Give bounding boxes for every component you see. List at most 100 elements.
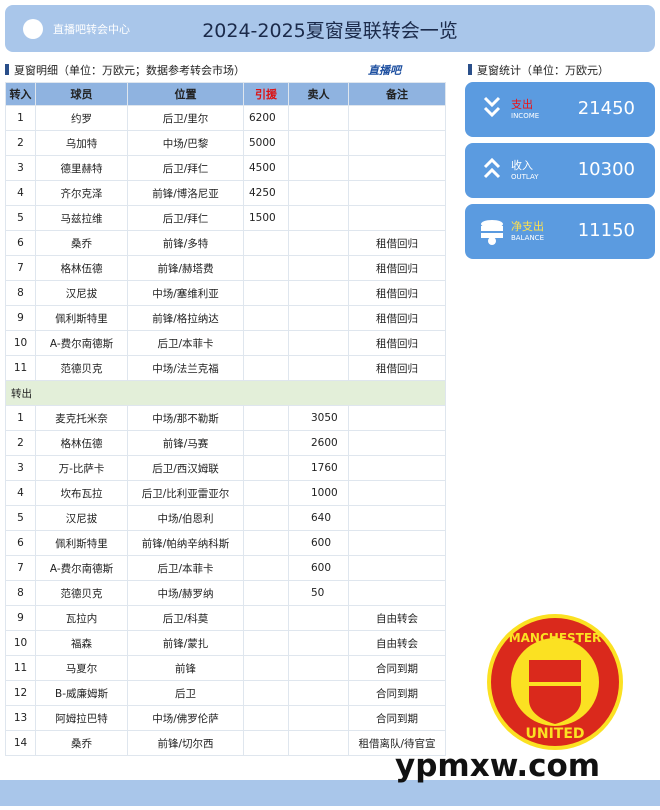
- cell: 2: [5, 430, 36, 456]
- empty-cell: [243, 655, 289, 681]
- cell: 后卫/比利亚雷亚尔: [127, 480, 244, 506]
- cell: 租借回归: [348, 280, 446, 306]
- table-row: 6 佩利斯特里 前锋/帕纳辛纳科斯 600: [5, 530, 446, 556]
- empty-cell: [348, 580, 446, 606]
- empty-cell: [348, 105, 446, 131]
- cell: 阿姆拉巴特: [35, 705, 128, 731]
- cell: 合同到期: [348, 705, 446, 731]
- stat-card: 净支出 BALANCE 11150: [465, 204, 655, 259]
- empty-cell: [348, 480, 446, 506]
- cell: 5000: [243, 130, 289, 156]
- cell: 9: [5, 605, 36, 631]
- empty-cell: [288, 105, 349, 131]
- cell: 7: [5, 555, 36, 581]
- empty-cell: [288, 680, 349, 706]
- empty-cell: [288, 605, 349, 631]
- cell: 自由转会: [348, 605, 446, 631]
- table-row: 5 马兹拉维 后卫/拜仁 1500: [5, 205, 446, 231]
- card-value: 11150: [577, 220, 635, 241]
- empty-cell: [243, 730, 289, 756]
- empty-cell: [348, 205, 446, 231]
- cell: 中场/法兰克福: [127, 355, 244, 381]
- logo-text: 直播吧转会中心: [53, 23, 130, 36]
- empty-cell: [243, 280, 289, 306]
- cell: 10: [5, 630, 36, 656]
- cell: 后卫/拜仁: [127, 205, 244, 231]
- empty-cell: [348, 505, 446, 531]
- cell: 6: [5, 230, 36, 256]
- cell: 马兹拉维: [35, 205, 128, 231]
- card-value: 10300: [577, 159, 635, 180]
- stat-card: 收入 OUTLAY 10300: [465, 143, 655, 198]
- cell: 租借离队/待官宣: [348, 730, 446, 756]
- transfer-table: 转入 球员 位置 引援 卖人 备注 1 约罗 后卫/里尔 6200 2 乌加特 中场/巴黎 5000 3 德…: [5, 82, 446, 756]
- empty-cell: [288, 180, 349, 206]
- table-row: 4 坎布瓦拉 后卫/比利亚雷亚尔 1000: [5, 480, 446, 506]
- card-icon: [483, 157, 501, 179]
- card-sub: BALANCE: [511, 234, 544, 242]
- empty-cell: [243, 430, 289, 456]
- cell: 汉尼拔: [35, 280, 128, 306]
- column-header: 备注: [348, 82, 446, 106]
- cell: 桑乔: [35, 230, 128, 256]
- cell: A-费尔南德斯: [35, 555, 128, 581]
- table-row: 1 约罗 后卫/里尔 6200: [5, 105, 446, 131]
- cell: 600: [288, 555, 349, 581]
- cell: 中场/佛罗伦萨: [127, 705, 244, 731]
- empty-cell: [288, 705, 349, 731]
- table-row: 10 福森 前锋/蒙扎 自由转会: [5, 630, 446, 656]
- empty-cell: [243, 305, 289, 331]
- cell: 2600: [288, 430, 349, 456]
- cell: 前锋/帕纳辛纳科斯: [127, 530, 244, 556]
- cell: 后卫/西汉姆联: [127, 455, 244, 481]
- card-value: 21450: [577, 98, 635, 119]
- empty-cell: [288, 255, 349, 281]
- empty-cell: [288, 630, 349, 656]
- table-row: 2 格林伍德 前锋/马赛 2600: [5, 430, 446, 456]
- table-row: 2 乌加特 中场/巴黎 5000: [5, 130, 446, 156]
- cell: 8: [5, 580, 36, 606]
- cell: 自由转会: [348, 630, 446, 656]
- empty-cell: [243, 630, 289, 656]
- footer-bar: [0, 780, 660, 806]
- cell: 范德贝克: [35, 580, 128, 606]
- empty-cell: [288, 230, 349, 256]
- cell: 4: [5, 180, 36, 206]
- cell: 6200: [243, 105, 289, 131]
- cell: 3050: [288, 405, 349, 431]
- cell: 前锋/马赛: [127, 430, 244, 456]
- table-row: 7 A-费尔南德斯 后卫/本菲卡 600: [5, 555, 446, 581]
- cell: 5: [5, 205, 36, 231]
- column-header: 转入: [5, 82, 36, 106]
- cell: 前锋/多特: [127, 230, 244, 256]
- cell: 5: [5, 505, 36, 531]
- crest-top-text: MANCHESTER: [509, 631, 602, 645]
- cell: 前锋/切尔西: [127, 730, 244, 756]
- empty-cell: [348, 530, 446, 556]
- cell: 格林伍德: [35, 430, 128, 456]
- section-title-text: 夏窗明细（单位：万欧元；数据参考转会市场）: [14, 64, 245, 77]
- column-header: 引援: [243, 82, 289, 106]
- header-row: 转入 球员 位置 引援 卖人 备注: [5, 82, 446, 106]
- watermark: ypmxw.com: [395, 748, 601, 784]
- table-row: 8 汉尼拔 中场/塞维利亚 租借回归: [5, 280, 446, 306]
- cell: 乌加特: [35, 130, 128, 156]
- card-icon: [483, 96, 501, 118]
- cell: 前锋/格拉纳达: [127, 305, 244, 331]
- empty-cell: [348, 455, 446, 481]
- empty-cell: [243, 405, 289, 431]
- table-row: 9 佩利斯特里 前锋/格拉纳达 租借回归: [5, 305, 446, 331]
- table-row: 10 A-费尔南德斯 后卫/本菲卡 租借回归: [5, 330, 446, 356]
- empty-cell: [288, 330, 349, 356]
- empty-cell: [288, 730, 349, 756]
- cell: 3: [5, 155, 36, 181]
- cell: 汉尼拔: [35, 505, 128, 531]
- table-row: 11 范德贝克 中场/法兰克福 租借回归: [5, 355, 446, 381]
- cell: 前锋/蒙扎: [127, 630, 244, 656]
- cell: 14: [5, 730, 36, 756]
- table-row: 3 万-比萨卡 后卫/西汉姆联 1760: [5, 455, 446, 481]
- cell: 10: [5, 330, 36, 356]
- empty-cell: [243, 480, 289, 506]
- cell: 640: [288, 505, 349, 531]
